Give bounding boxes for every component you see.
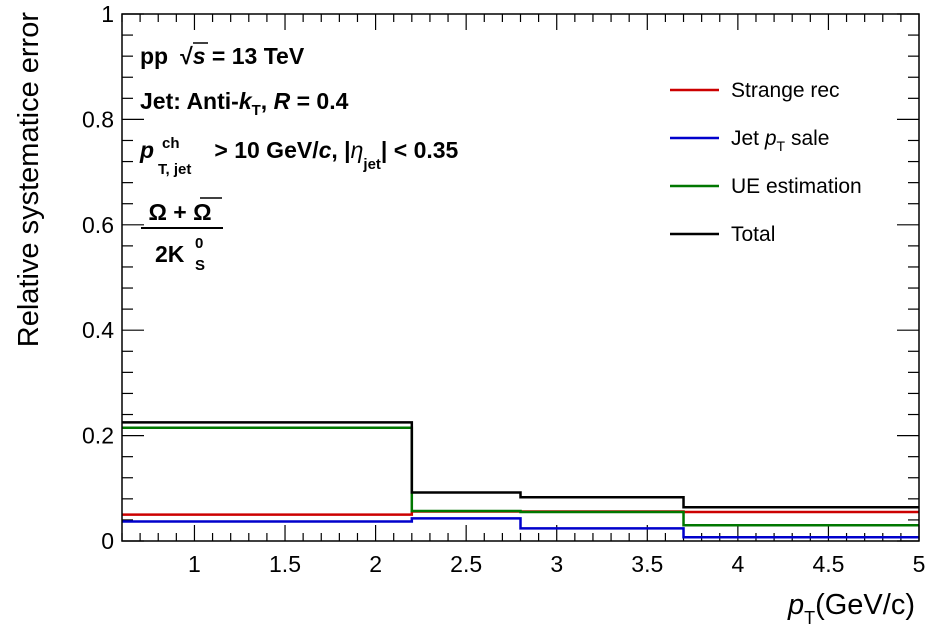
kinematic-cut-label: p ch T, jet > 10 GeV/c, |ηjet| < 0.35 [139,135,459,178]
y-tick-label: 0.4 [82,317,114,343]
collision-energy-label: pp √s = 13 TeV [140,43,305,69]
x-tick-label: 4.5 [812,551,844,577]
ratio-numerator: Ω + Ω [148,199,211,225]
jet-algorithm-label: Jet: Anti-kT, R = 0.4 [140,88,349,119]
series-jet-p-t-sale [122,517,919,539]
x-tick-label: 2 [369,551,382,577]
y-tick-label: 0.8 [82,106,114,132]
x-tick-label: 3 [550,551,563,577]
legend-label-strange-rec: Strange rec [731,79,840,102]
series-total [122,421,919,509]
system-label: pp [140,43,168,69]
y-tick-label: 0.6 [82,212,114,238]
y-axis-title: Relative systematice error [13,12,45,348]
axis-tick-labels: 1 1.5 2 2.5 3 3.5 4 4.5 5 0 0.2 0.4 0.6 0.8 1 [82,1,925,577]
x-tick-label: 2.5 [450,551,482,577]
legend-label-jet-p-t-sale: Jet pT sale [731,127,829,154]
ratio-denominator: 2K 0 S [155,235,205,274]
annotation-block: pp √s = 13 TeV Jet: Anti-kT, R = 0.4 p ch T… [139,42,459,274]
plot-frame [121,13,920,542]
x-tick-label: 1.5 [269,551,301,577]
x-axis-title: pT(GeV/c) [787,589,915,628]
y-tick-label: 1 [101,1,114,27]
particle-ratio-label: Ω + Ω 2K 0 S [141,197,223,274]
y-tick-label: 0.2 [82,423,114,449]
x-tick-label: 4 [731,551,744,577]
energy-value: = 13 TeV [206,43,305,69]
sqrt-symbol: √ [180,43,193,69]
legend-label-ue-estimation: UE estimation [731,175,862,198]
x-tick-label: 1 [188,551,201,577]
legend: Strange rec Jet pT sale UE estimation Total [670,79,862,246]
series-ue-estimation [122,426,919,527]
s-symbol: s [193,43,206,69]
legend-label-total: Total [731,223,775,246]
series-lines [122,421,919,539]
x-tick-label: 5 [913,551,926,577]
y-tick-label: 0 [101,528,114,554]
x-tick-label: 3.5 [631,551,663,577]
